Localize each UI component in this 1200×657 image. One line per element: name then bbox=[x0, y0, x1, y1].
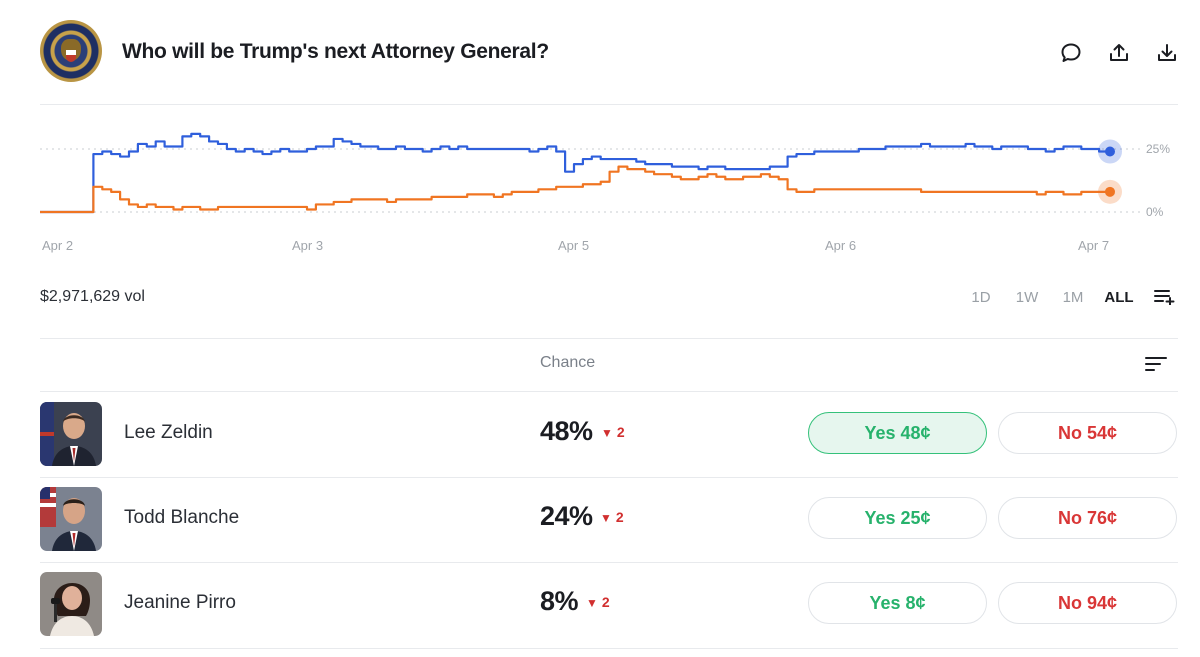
chance-change: ▼ 2 bbox=[600, 509, 624, 525]
x-tick-label: Apr 5 bbox=[558, 238, 589, 253]
chance-change: ▼ 2 bbox=[586, 594, 610, 610]
buy-no-button[interactable]: No 54¢ bbox=[998, 412, 1177, 454]
candidate-avatar bbox=[40, 402, 102, 466]
change-value: 2 bbox=[615, 509, 624, 525]
doj-seal-logo bbox=[40, 20, 102, 82]
section-divider bbox=[40, 338, 1178, 339]
series-line bbox=[40, 132, 1110, 214]
x-tick-label: Apr 2 bbox=[42, 238, 73, 253]
candidate-avatar bbox=[40, 487, 102, 551]
row-divider bbox=[40, 648, 1178, 649]
outcome-row: Jeanine Pirro 8% ▼ 2 Yes 8¢ No 94¢ bbox=[40, 562, 1178, 646]
price-chart-svg: 25% 0% Apr 2 Apr 3 Apr 5 Apr 6 Apr 7 bbox=[40, 132, 1170, 253]
row-divider bbox=[40, 562, 1178, 563]
x-tick-label: Apr 6 bbox=[825, 238, 856, 253]
x-tick-label: Apr 7 bbox=[1078, 238, 1109, 253]
change-value: 2 bbox=[616, 424, 625, 440]
table-header-divider bbox=[40, 391, 1178, 392]
outcome-row: Lee Zeldin 48% ▼ 2 Yes 48¢ No 54¢ bbox=[40, 392, 1178, 476]
header-actions bbox=[1058, 40, 1180, 66]
download-icon[interactable] bbox=[1154, 40, 1180, 66]
candidate-name: Todd Blanche bbox=[124, 507, 240, 528]
change-value: 2 bbox=[601, 594, 610, 610]
buy-yes-button[interactable]: Yes 25¢ bbox=[808, 497, 987, 539]
volume-label: $2,971,629 vol bbox=[40, 288, 145, 305]
down-arrow-icon: ▼ bbox=[600, 511, 612, 525]
add-to-list-icon[interactable] bbox=[1152, 287, 1178, 307]
chance-column-header: Chance bbox=[540, 354, 596, 371]
buy-yes-button[interactable]: Yes 8¢ bbox=[808, 582, 987, 624]
candidate-avatar bbox=[40, 572, 102, 636]
buy-no-button[interactable]: No 76¢ bbox=[998, 497, 1177, 539]
shield-emblem bbox=[66, 50, 76, 62]
current-value-dot bbox=[1105, 146, 1115, 157]
series-line bbox=[40, 165, 1108, 214]
header-divider bbox=[40, 104, 1178, 105]
chance-change: ▼ 2 bbox=[601, 424, 625, 440]
buy-yes-button[interactable]: Yes 48¢ bbox=[808, 412, 987, 454]
sort-icon[interactable] bbox=[1144, 353, 1168, 375]
candidate-name: Jeanine Pirro bbox=[124, 592, 236, 613]
market-header: Who will be Trump's next Attorney Genera… bbox=[40, 20, 1180, 84]
range-1m[interactable]: 1M bbox=[1062, 288, 1084, 306]
buy-no-button[interactable]: No 94¢ bbox=[998, 582, 1177, 624]
range-1d[interactable]: 1D bbox=[971, 288, 991, 306]
candidate-name: Lee Zeldin bbox=[124, 422, 213, 443]
comment-icon[interactable] bbox=[1058, 40, 1084, 66]
chance-value: 8% bbox=[540, 586, 579, 616]
x-tick-label: Apr 3 bbox=[292, 238, 323, 253]
range-all[interactable]: ALL bbox=[1104, 288, 1134, 306]
time-range-selector: 1D 1W 1M ALL bbox=[958, 287, 1178, 307]
current-value-dot bbox=[1105, 186, 1115, 197]
outcome-row: Todd Blanche 24% ▼ 2 Yes 25¢ No 76¢ bbox=[40, 477, 1178, 561]
down-arrow-icon: ▼ bbox=[586, 596, 598, 610]
chance-value: 24% bbox=[540, 501, 593, 531]
down-arrow-icon: ▼ bbox=[601, 426, 613, 440]
share-icon[interactable] bbox=[1106, 40, 1132, 66]
row-divider bbox=[40, 477, 1178, 478]
chance-value: 48% bbox=[540, 416, 593, 446]
range-1w[interactable]: 1W bbox=[1015, 288, 1039, 306]
y-tick-label: 25% bbox=[1146, 142, 1170, 156]
price-chart[interactable]: 25% 0% Apr 2 Apr 3 Apr 5 Apr 6 Apr 7 bbox=[40, 112, 1200, 262]
market-title: Who will be Trump's next Attorney Genera… bbox=[122, 40, 549, 63]
y-tick-label: 0% bbox=[1146, 205, 1164, 219]
